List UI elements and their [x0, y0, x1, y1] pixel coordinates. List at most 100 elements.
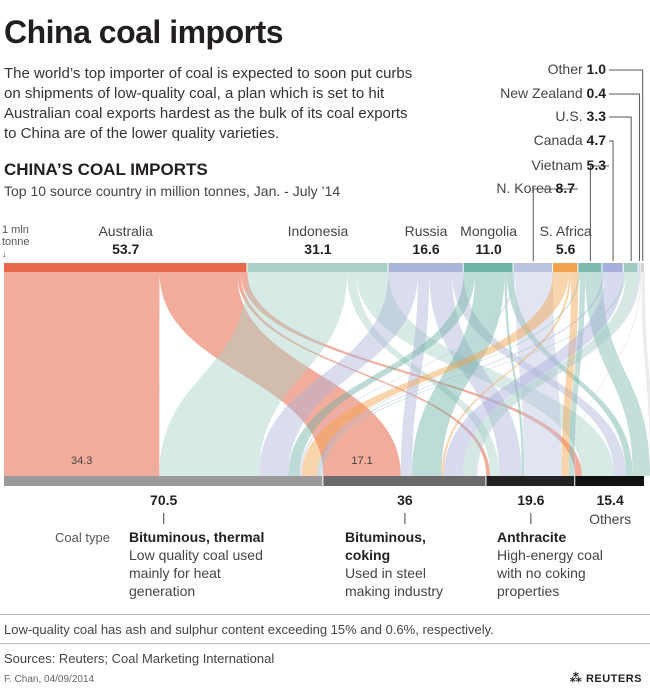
leader-line-u-s — [609, 116, 632, 261]
side-label-new-zealand: New Zealand 0.4 — [500, 85, 606, 101]
source-value: 53.7 — [112, 241, 140, 257]
source-value: 3.3 — [586, 108, 606, 124]
source-value: 0.4 — [586, 85, 606, 101]
source-name: Canada — [533, 132, 587, 148]
target-name: Bituminous, coking — [345, 529, 426, 563]
source-bar-australia — [4, 263, 247, 272]
target-desc: Used in steel making industry — [345, 565, 444, 599]
source-label-australia: Australia 53.7 — [81, 222, 171, 258]
flow-vietnam-to-others — [585, 272, 650, 476]
target-bar-anthracite — [486, 476, 575, 486]
target-desc: Low quality coal used mainly for heat ge… — [129, 547, 263, 599]
source-name: Australia — [98, 223, 153, 239]
target-bar-others — [575, 476, 644, 486]
leader-line-new-zealand — [609, 93, 641, 261]
scale-label-text: 1 mln tonne — [2, 224, 30, 248]
source-bar-russia — [388, 263, 463, 272]
footnote: Low-quality coal has ash and sulphur con… — [4, 622, 494, 637]
source-value: 16.6 — [412, 241, 440, 257]
flow-russia-to-bituminous-thermal — [259, 272, 418, 476]
divider — [0, 643, 650, 644]
source-label-s-africa: S. Africa 5.6 — [521, 222, 611, 258]
credit: F. Chan, 04/09/2014 — [4, 674, 95, 685]
source-bar-vietnam — [578, 263, 602, 272]
source-value: 1.0 — [586, 61, 606, 77]
scale-label: 1 mln tonne ↓ — [2, 224, 36, 260]
flow-russia-to-bituminous-coking — [400, 272, 430, 476]
flow-n-korea-to-anthracite — [515, 272, 562, 476]
flow-mongolia-to-others — [506, 272, 633, 476]
leader-line-other — [609, 69, 644, 261]
reuters-logo-icon: ⁂ — [569, 671, 583, 685]
flow-australia-to-anthracite — [237, 272, 491, 476]
brand-logo: ⁂ REUTERS — [570, 671, 642, 685]
target-value-bituminous-coking: 36 — [397, 492, 413, 508]
source-value: 31.1 — [304, 241, 332, 257]
flow-vietnam-to-anthracite — [568, 272, 586, 476]
flow-vietnam-to-bituminous-thermal — [317, 272, 580, 476]
target-bar-bituminous-thermal — [4, 476, 323, 486]
source-bar-indonesia — [247, 263, 388, 272]
source-name: S. Africa — [539, 223, 592, 239]
brand-text: REUTERS — [585, 673, 642, 685]
target-block-bituminous-thermal: Bituminous, thermal Low quality coal used… — [129, 528, 279, 600]
source-bar-s-africa — [552, 263, 578, 272]
target-name: Anthracite — [497, 529, 567, 545]
source-value: 8.7 — [555, 180, 575, 196]
target-block-anthracite: Anthracite High-energy coal with no cokin… — [497, 528, 647, 600]
scale-arrow-icon: ↓ — [2, 249, 7, 259]
source-name: Vietnam — [531, 157, 587, 173]
flow-indonesia-to-bituminous-thermal — [159, 272, 348, 476]
target-block-bituminous-coking: Bituminous, coking Used in steel making i… — [345, 528, 495, 600]
coal-type-label: Coal type — [55, 530, 110, 545]
target-value-bituminous-thermal: 70.5 — [150, 492, 178, 508]
flow-australia-to-bituminous-coking — [159, 272, 401, 476]
flow-indonesia-to-anthracite — [347, 272, 500, 476]
source-value: 4.7 — [586, 132, 606, 148]
source-name: Other — [547, 61, 587, 77]
source-name: U.S. — [555, 108, 587, 124]
flow-other-to-anthracite — [574, 272, 642, 476]
flow-u-s-to-bituminous-coking — [462, 272, 639, 476]
source-label-mongolia: Mongolia 11.0 — [444, 222, 534, 258]
divider — [0, 614, 650, 615]
side-label-n-korea: N. Korea 8.7 — [496, 180, 575, 196]
flow-mongolia-to-bituminous-coking — [412, 272, 505, 476]
target-value-anthracite: 19.6 — [517, 492, 545, 508]
sources: Sources: Reuters; Coal Marketing Interna… — [4, 651, 275, 666]
target-value-others: 15.4 — [596, 492, 624, 508]
flow-russia-to-others — [451, 272, 626, 476]
flow-australia-to-bituminous-thermal — [4, 272, 160, 476]
leader-line-vietnam — [589, 165, 609, 261]
flow-u-s-to-bituminous-thermal — [321, 272, 626, 476]
flow-other-to-others — [641, 272, 650, 476]
flow-n-korea-to-bituminous-thermal — [299, 272, 516, 476]
flow-label-australia-to-bituminous-thermal: 34.3 — [71, 455, 92, 467]
source-name: New Zealand — [500, 85, 587, 101]
target-name-others: Others — [589, 511, 632, 527]
source-bar-other — [640, 263, 644, 272]
flow-indonesia-to-others — [356, 272, 615, 476]
source-bar-n-korea — [513, 263, 552, 272]
flow-australia-to-others — [240, 272, 583, 476]
target-name: Bituminous, thermal — [129, 529, 265, 545]
source-label-indonesia: Indonesia 31.1 — [273, 222, 363, 258]
flow-s-africa-to-anthracite — [561, 272, 579, 476]
chart-heading: CHINA’S COAL IMPORTS — [4, 160, 208, 179]
source-name: Indonesia — [287, 223, 349, 239]
side-label-other: Other 1.0 — [548, 61, 606, 77]
flow-s-africa-to-bituminous-thermal — [301, 272, 569, 476]
source-label-russia: Russia 16.6 — [381, 222, 471, 258]
leader-line-canada — [609, 140, 614, 261]
chart-subtitle: Top 10 source country in million tonnes,… — [4, 183, 341, 199]
flow-label-australia-to-bituminous-coking: 17.1 — [351, 455, 372, 467]
side-label-u-s: U.S. 3.3 — [555, 108, 606, 124]
flow-mongolia-to-bituminous-thermal — [288, 272, 476, 476]
source-name: Mongolia — [460, 223, 517, 239]
source-bar-u-s — [623, 263, 638, 272]
target-desc: High-energy coal with no coking properti… — [497, 547, 603, 599]
source-bar-canada — [602, 263, 623, 272]
flow-mongolia-to-anthracite — [504, 272, 525, 476]
target-bar-bituminous-coking — [323, 476, 486, 486]
